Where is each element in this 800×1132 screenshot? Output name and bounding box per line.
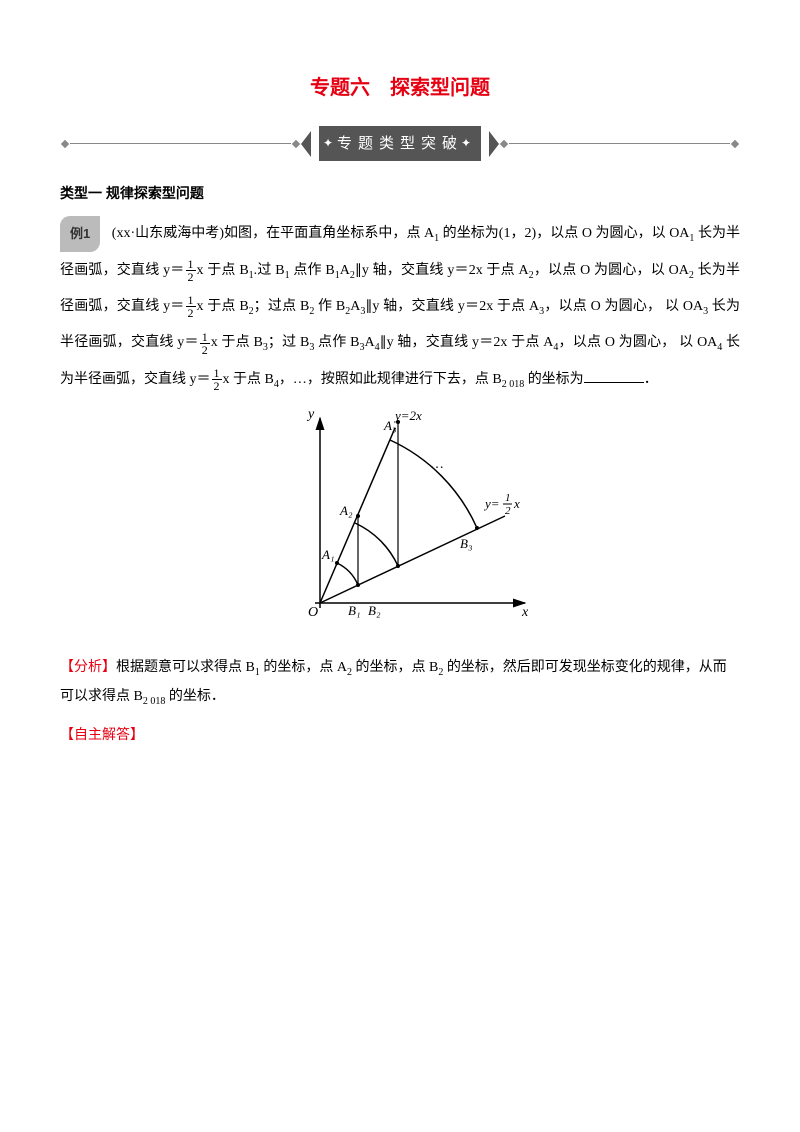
page-title: 专题六 探索型问题	[60, 70, 740, 106]
text: 的坐标，点 B	[352, 660, 438, 675]
fraction: 12	[186, 294, 196, 319]
text: x 于点 B	[211, 335, 263, 350]
text: ；过 B	[268, 335, 309, 350]
diamond-icon	[292, 139, 300, 147]
text: x 于点 B	[223, 372, 274, 387]
svg-text:1: 1	[505, 492, 511, 504]
text: OA	[669, 263, 689, 278]
text: ，…，按照如此规律进行下去，点 B	[279, 372, 502, 387]
svg-text:2: 2	[505, 505, 511, 517]
text: ，以点 O 为圆心，以	[534, 263, 665, 278]
diamond-icon	[731, 139, 739, 147]
analysis-label: 【分析】	[60, 658, 116, 674]
point-label: B₂	[368, 603, 381, 618]
subscript: 1	[689, 233, 694, 244]
text: x 于点 B	[197, 263, 249, 278]
text: 点作 B	[314, 335, 359, 350]
svg-text:x: x	[513, 496, 520, 511]
banner-line-left	[70, 143, 291, 144]
problem-text: 例1 (xx·山东威海中考)如图，在平面直角坐标系中，点 A 1 的坐标为(1，2…	[60, 216, 740, 398]
chevron-right-icon	[489, 131, 499, 157]
point-label: A₁	[321, 547, 334, 562]
analysis-block: 【分析】根据题意可以求得点 B1 的坐标，点 A2 的坐标，点 B2 的坐标，然…	[60, 652, 740, 712]
text: (xx·山东威海中考)如图，在平面直角坐标系中，点 A	[112, 226, 434, 241]
axis-x-label: x	[521, 605, 529, 620]
fraction: 12	[200, 331, 210, 356]
star-icon: ✦	[461, 133, 477, 155]
text: 作 B	[314, 299, 345, 314]
subscript: 2 018	[502, 379, 525, 390]
text: ，以点 O 为圆心，	[544, 299, 661, 314]
banner-text-box: ✦ 专题类型突破 ✦	[319, 126, 481, 161]
diamond-icon	[61, 139, 69, 147]
text: ，以点 O 为圆心，	[558, 335, 675, 350]
text: ．	[644, 372, 658, 387]
axis-y-label: y	[306, 408, 315, 422]
line-label: y=2x	[393, 408, 422, 423]
chevron-left-icon	[301, 131, 311, 157]
text: ∥y 轴，交直线 y＝2x 于点 A	[365, 299, 539, 314]
subscript: 2 018	[143, 696, 166, 707]
section-heading: 类型一 规律探索型问题	[60, 181, 740, 206]
answer-blank	[584, 369, 644, 383]
text: A	[364, 335, 374, 350]
example-label: 例1	[60, 216, 100, 252]
banner-line-right	[509, 143, 730, 144]
self-answer-label: 【自主解答】	[60, 726, 144, 742]
diamond-icon	[500, 139, 508, 147]
point-label: A₂	[339, 503, 353, 518]
text: A	[350, 299, 360, 314]
text: 的坐标．	[165, 689, 225, 704]
text: A	[340, 263, 350, 278]
fraction: 12	[212, 367, 222, 392]
text: ∥y 轴，交直线 y＝2x 于点 A	[380, 335, 554, 350]
dots-label: …	[430, 457, 444, 472]
banner-text: 专题类型突破	[337, 135, 463, 152]
text: ∥y 轴，交直线 y＝2x 于点 A	[355, 263, 529, 278]
text: .过 B	[254, 263, 285, 278]
figure-svg: y x O A₁ A₂ A₃ B₁ B₂ B₃ y=2x … y= 1 2 x	[260, 408, 540, 628]
origin-label: O	[308, 605, 318, 620]
text: 的坐标为(1，2)，以点 O 为圆心，以 OA	[439, 226, 689, 241]
text: 的坐标，点 A	[260, 660, 347, 675]
text: 点作 B	[290, 263, 335, 278]
text: 的坐标为	[524, 372, 584, 387]
section-banner: ✦ 专题类型突破 ✦	[60, 126, 740, 161]
text: ；过点 B	[254, 299, 310, 314]
point-label: B₁	[348, 603, 360, 618]
coordinate-figure: y x O A₁ A₂ A₃ B₁ B₂ B₃ y=2x … y= 1 2 x	[60, 408, 740, 637]
text: x 于点 B	[197, 299, 249, 314]
line-label: y=	[483, 496, 500, 511]
text: 以 OA	[679, 335, 717, 350]
text: 根据题意可以求得点 B	[116, 660, 255, 675]
star-icon: ✦	[323, 133, 339, 155]
text: 以 OA	[665, 299, 703, 314]
point-label: B₃	[460, 536, 472, 551]
fraction: 12	[186, 258, 196, 283]
self-answer-block: 【自主解答】	[60, 720, 740, 750]
